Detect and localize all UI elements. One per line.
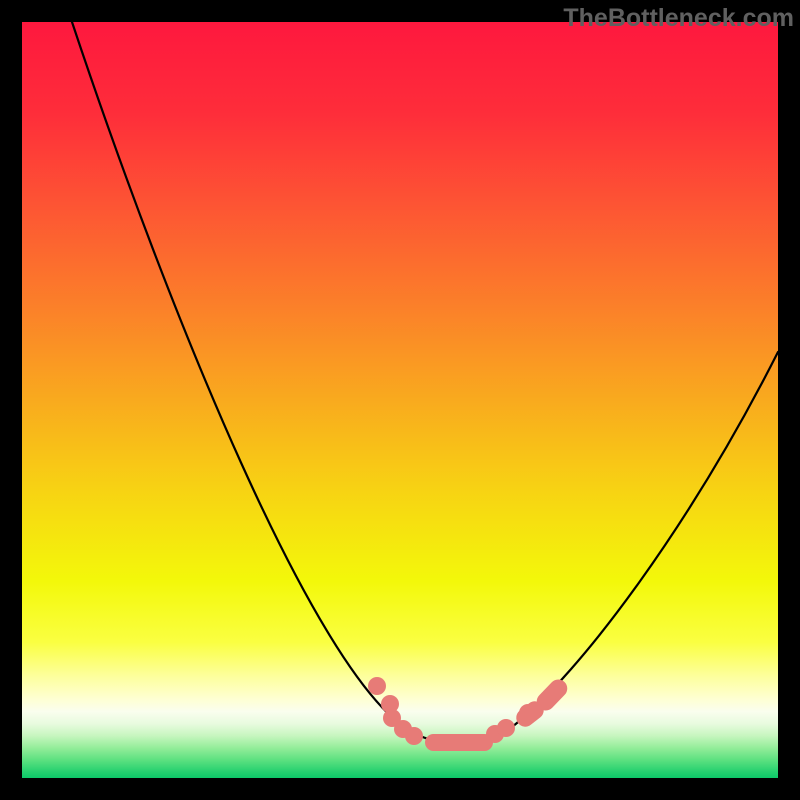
data-marker-pill [425, 734, 493, 751]
watermark: TheBottleneck.com [563, 4, 794, 33]
curve-layer [22, 22, 778, 778]
data-marker [405, 727, 423, 745]
data-marker [497, 719, 515, 737]
data-marker [368, 677, 386, 695]
plot-area [22, 22, 778, 778]
